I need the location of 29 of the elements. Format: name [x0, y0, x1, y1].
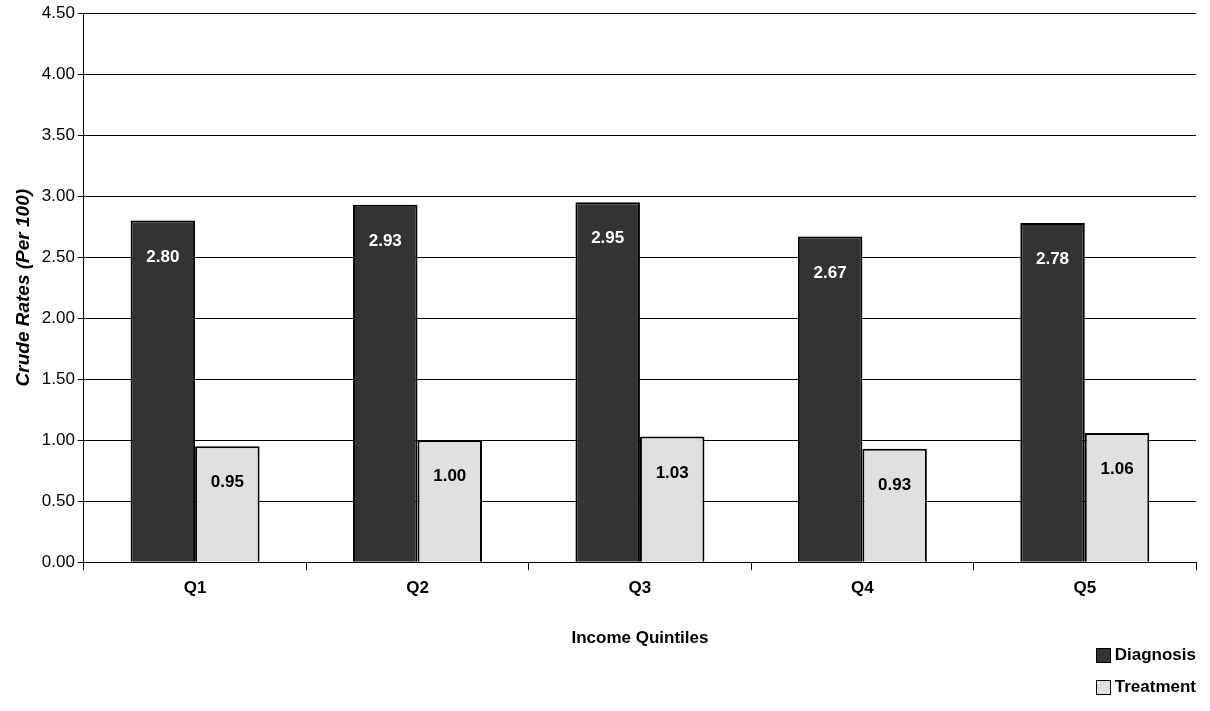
- legend-label: Treatment: [1114, 677, 1196, 697]
- data-label: 2.78: [1035, 249, 1070, 269]
- data-label: 1.03: [655, 462, 689, 482]
- y-tick-label: 2.00: [41, 307, 75, 327]
- y-tick-label: 0.50: [41, 490, 75, 510]
- y-tick-label: 4.50: [41, 2, 75, 22]
- y-tick-label: 1.00: [41, 429, 75, 449]
- x-tick-label: Q5: [1073, 578, 1097, 598]
- data-label: 2.67: [813, 262, 847, 282]
- data-label: 1.00: [433, 466, 467, 486]
- y-tick-label: 0.00: [41, 551, 75, 571]
- data-label: 2.93: [368, 230, 402, 250]
- legend-label: Diagnosis: [1114, 645, 1196, 665]
- y-axis-title: Crude Rates (Per 100): [11, 188, 33, 387]
- y-tick-label: 3.00: [41, 185, 75, 205]
- x-axis-title: Income Quintiles: [571, 628, 709, 648]
- x-tick-label: Q1: [183, 578, 207, 598]
- data-label: 0.93: [878, 474, 912, 494]
- y-tick-label: 1.50: [41, 368, 75, 388]
- data-label: 0.95: [210, 472, 244, 492]
- x-tick-label: Q2: [406, 578, 429, 598]
- y-tick-label: 3.50: [41, 124, 75, 144]
- x-tick-label: Q3: [628, 578, 652, 598]
- x-tick-label: Q4: [851, 578, 875, 598]
- data-label: 2.95: [591, 228, 625, 248]
- y-tick-label: 4.00: [41, 63, 75, 83]
- data-label: 1.06: [1100, 459, 1134, 479]
- y-tick-label: 2.50: [41, 246, 75, 266]
- data-label: 2.80: [146, 246, 180, 266]
